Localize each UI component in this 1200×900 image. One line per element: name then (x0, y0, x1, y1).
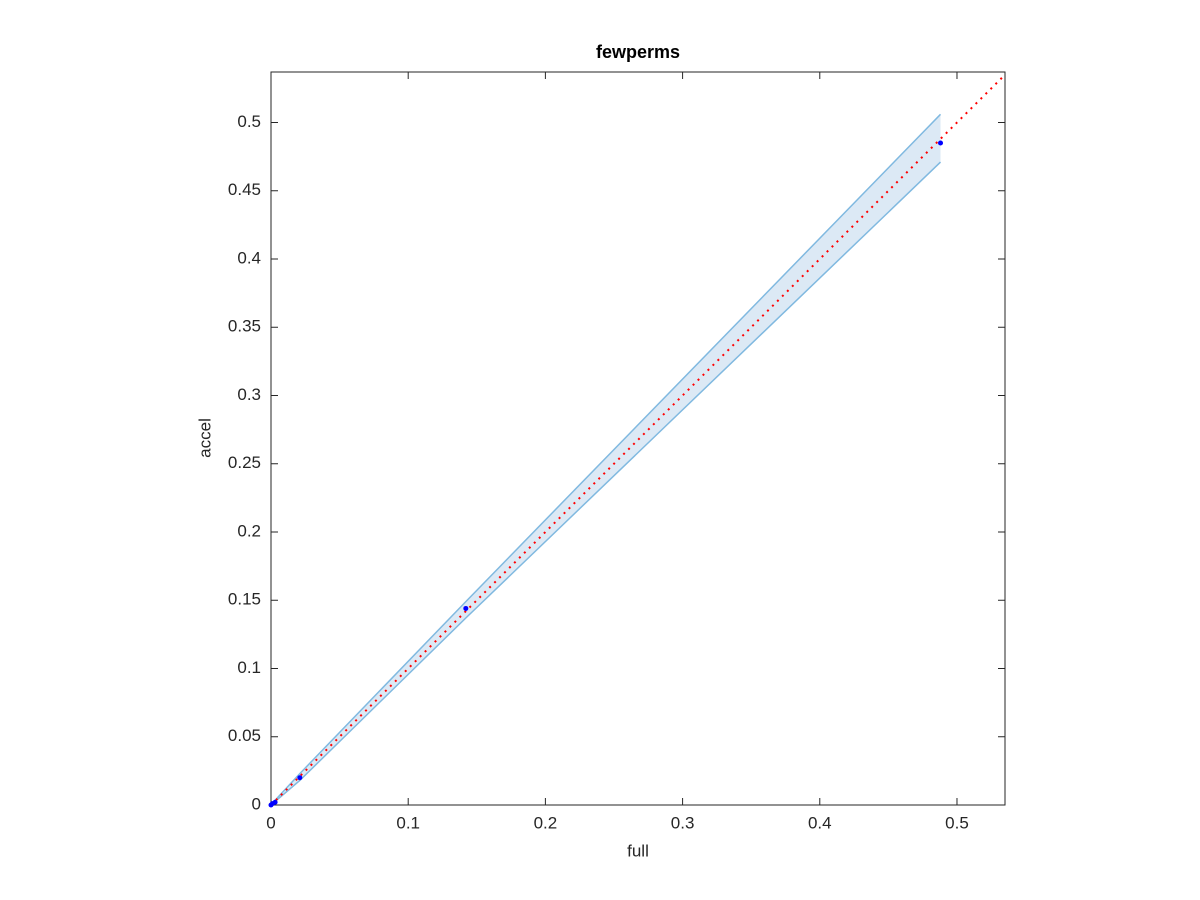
y-tick-label: 0.4 (237, 248, 261, 267)
y-tick-label: 0.1 (237, 658, 261, 677)
y-tick-label: 0.3 (237, 385, 261, 404)
y-tick-label: 0.5 (237, 112, 261, 131)
plot-box (270, 71, 1006, 806)
y-tick-label: 0.05 (228, 726, 261, 745)
y-tick-label: 0.35 (228, 317, 261, 336)
chart-title: fewperms (596, 42, 680, 62)
y-axis-label: accel (195, 418, 214, 458)
x-tick-label: 0 (266, 813, 275, 832)
x-tick-label: 0.1 (396, 813, 420, 832)
x-tick-label: 0.4 (808, 813, 832, 832)
x-tick-label: 0.5 (945, 813, 969, 832)
y-tick-label: 0.15 (228, 590, 261, 609)
x-axis-label: full (627, 841, 649, 860)
y-tick-label: 0 (252, 794, 261, 813)
y-tick-label: 0.45 (228, 180, 261, 199)
reference-line (270, 74, 1006, 806)
point (272, 799, 278, 805)
point (297, 775, 303, 781)
y-tick-label: 0.2 (237, 521, 261, 540)
x-tick-label: 0.2 (534, 813, 558, 832)
x-tick-label: 0.3 (671, 813, 695, 832)
point (463, 605, 469, 611)
point (938, 140, 944, 146)
y-tick-label: 0.25 (228, 453, 261, 472)
